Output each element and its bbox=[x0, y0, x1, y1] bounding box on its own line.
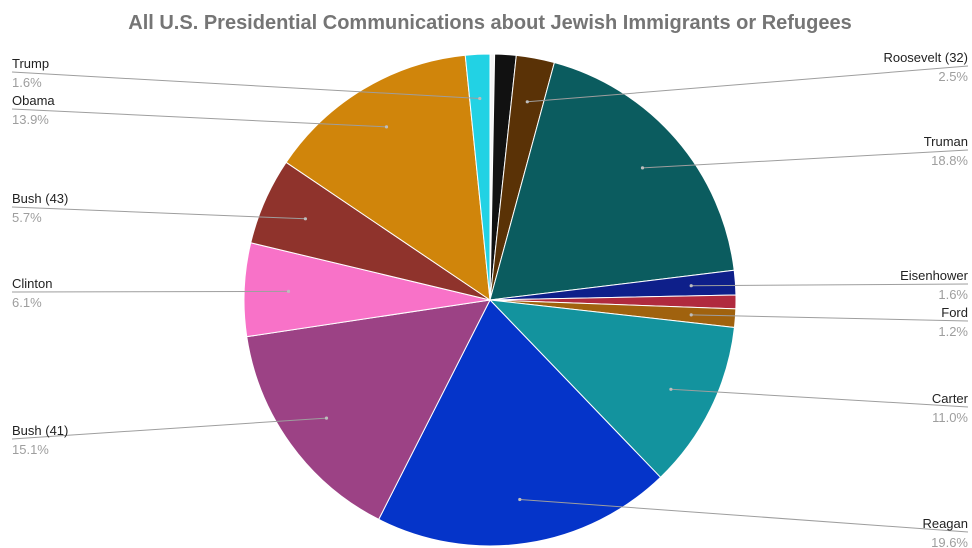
leader-line bbox=[670, 388, 969, 408]
slice-label-name: Bush (41) bbox=[12, 423, 68, 438]
leader-line bbox=[11, 108, 387, 128]
leader-line bbox=[691, 314, 969, 322]
chart-title: All U.S. Presidential Communications abo… bbox=[128, 12, 852, 34]
slice-label-name: Carter bbox=[932, 391, 969, 406]
slice-label-percent: 15.1% bbox=[12, 442, 49, 457]
slice-label-name: Bush (43) bbox=[12, 191, 68, 206]
leader-dot bbox=[518, 497, 522, 502]
leader-dot bbox=[669, 387, 673, 391]
slice-labels: Roosevelt (32) 2.5% Truman 18.8% Eisenhower 1… bbox=[11, 50, 969, 548]
leader-line bbox=[11, 71, 480, 99]
pie-slices bbox=[243, 53, 737, 547]
slice-label-percent: 6.1% bbox=[12, 295, 42, 310]
slice-label-name: Reagan bbox=[922, 516, 968, 531]
slice-label-percent: 5.7% bbox=[12, 210, 42, 225]
slice-label-percent: 1.6% bbox=[12, 75, 42, 90]
slice-label-name: Clinton bbox=[12, 276, 52, 291]
pie-slice-trump bbox=[464, 53, 491, 301]
slice-label-name: Roosevelt (32) bbox=[883, 50, 968, 65]
leader-line bbox=[691, 283, 969, 287]
slice-label-percent: 1.2% bbox=[938, 324, 968, 339]
pie-slice-carter bbox=[488, 299, 736, 479]
leader-dot bbox=[689, 284, 693, 288]
leader-dot bbox=[689, 313, 693, 317]
leader-line bbox=[11, 417, 327, 440]
leader-dot bbox=[303, 217, 307, 221]
leader-dot bbox=[286, 289, 291, 293]
pie-slice-reagan bbox=[378, 299, 662, 547]
slice-label-name: Eisenhower bbox=[900, 268, 969, 283]
leader-line bbox=[642, 149, 969, 169]
leader-line bbox=[11, 206, 306, 220]
slice-label-name: Obama bbox=[12, 93, 55, 108]
leader-dot bbox=[324, 416, 329, 420]
pie-slice-obama bbox=[285, 54, 491, 302]
slice-label-name: Ford bbox=[941, 305, 968, 320]
slice-label-percent: 1.6% bbox=[938, 287, 968, 302]
slice-label-percent: 11.0% bbox=[932, 410, 968, 425]
leader-dot bbox=[525, 100, 529, 104]
slice-label-percent: 18.8% bbox=[931, 153, 968, 168]
slice-label-percent: 13.9% bbox=[12, 112, 49, 127]
leader-dot bbox=[384, 125, 389, 129]
pie-slice-bush-41 bbox=[246, 299, 491, 521]
leader-line bbox=[11, 290, 289, 293]
pie-slice-truman bbox=[489, 61, 735, 301]
slice-label-percent: 19.6% bbox=[931, 535, 968, 548]
slice-label-name: Truman bbox=[924, 134, 968, 149]
slice-label-name: Trump bbox=[12, 56, 49, 71]
leader-line bbox=[527, 65, 969, 103]
leader-dot bbox=[478, 96, 482, 101]
leader-line bbox=[519, 499, 969, 533]
leader-dot bbox=[640, 166, 645, 170]
slice-label-percent: 2.5% bbox=[938, 69, 968, 84]
